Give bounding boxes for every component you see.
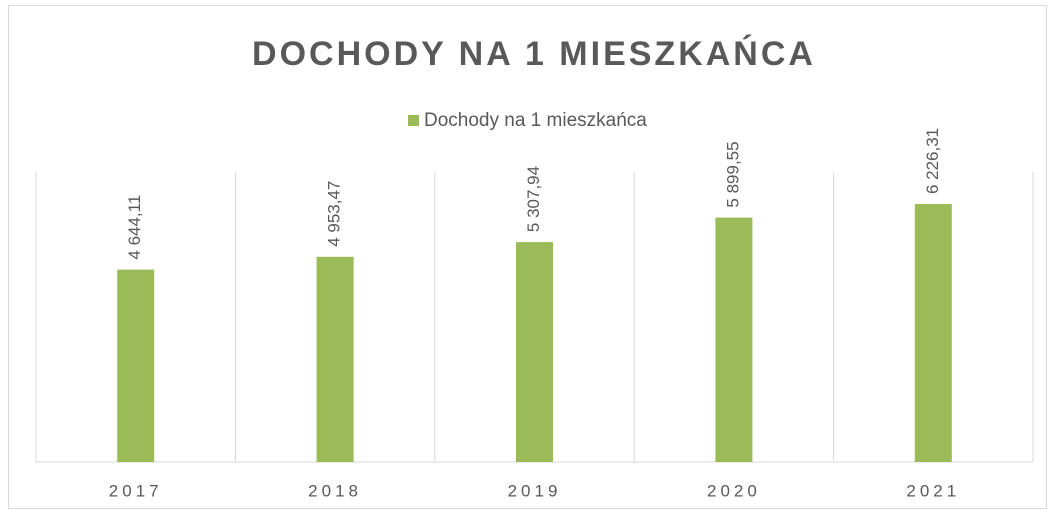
chart-title: DOCHODY NA 1 MIESZKAŃCA [252,35,816,73]
legend-label: Dochody na 1 mieszkańca [424,110,647,131]
data-label: 4 953,47 [325,181,344,247]
x-tick-label: 2020 [707,481,761,500]
legend-swatch [408,115,419,126]
data-label: 5 307,94 [524,166,543,232]
x-tick-label: 2019 [508,481,562,500]
bar [715,217,753,462]
bar [117,269,155,462]
bar [516,242,553,462]
data-label: 6 226,31 [923,128,942,194]
bar [316,256,354,462]
x-tick-label: 2018 [308,481,362,500]
data-label: 5 899,55 [723,141,742,207]
bar [914,204,952,463]
x-tick-label: 2017 [109,481,163,500]
x-tick-label: 2021 [906,481,960,500]
data-label: 4 644,11 [125,195,144,260]
